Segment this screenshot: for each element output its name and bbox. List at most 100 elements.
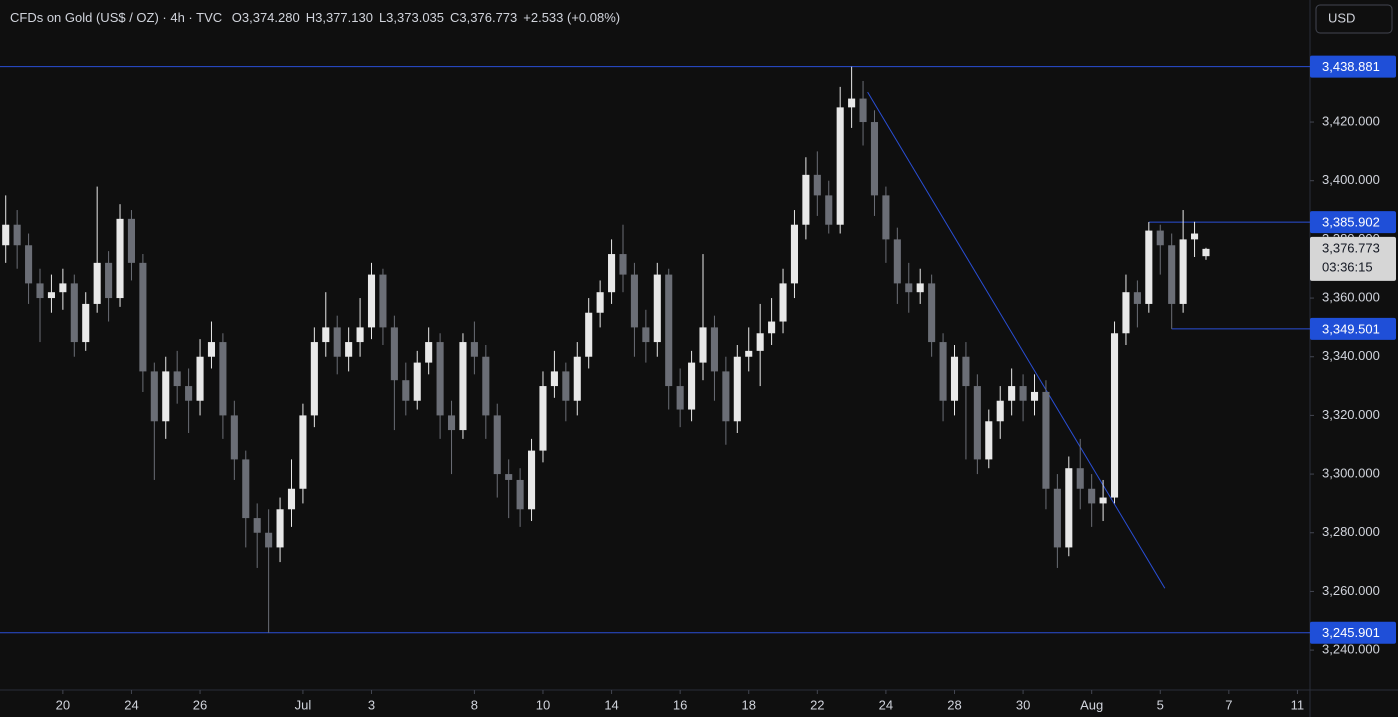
x-tick-label: 18 bbox=[742, 697, 756, 712]
candle-body bbox=[196, 356, 204, 401]
candle-body bbox=[642, 327, 650, 343]
candle-body bbox=[1042, 391, 1050, 489]
candle-body bbox=[710, 327, 718, 372]
candle-body bbox=[870, 122, 879, 196]
candle-body bbox=[253, 518, 261, 533]
ohlc-value: +2.533 (+0.08%) bbox=[523, 10, 621, 25]
candle-body bbox=[859, 98, 867, 123]
candle-body bbox=[1202, 248, 1210, 257]
candle-body bbox=[596, 292, 604, 313]
candle-body bbox=[928, 283, 936, 343]
candle-body bbox=[630, 274, 638, 328]
candle-body bbox=[1156, 230, 1164, 246]
candle-body bbox=[905, 283, 913, 293]
y-tick-label: 3,360.000 bbox=[1322, 289, 1380, 304]
candle-body bbox=[1168, 245, 1176, 304]
x-tick-label: 20 bbox=[56, 697, 70, 712]
candle-body bbox=[207, 342, 216, 357]
currency-label[interactable]: USD bbox=[1328, 10, 1355, 25]
ohlc-value: L3,373.035 bbox=[378, 10, 445, 25]
candle-body bbox=[1179, 239, 1187, 304]
x-tick-label: 24 bbox=[879, 697, 893, 712]
candle-body bbox=[688, 362, 696, 410]
last-price-label: 3,376.773 bbox=[1322, 240, 1380, 255]
candle-body bbox=[1110, 333, 1119, 498]
candle-body bbox=[356, 327, 364, 343]
x-tick-label: 7 bbox=[1225, 697, 1232, 712]
candle-body bbox=[173, 371, 181, 387]
candle-body bbox=[562, 371, 570, 401]
candle-body bbox=[493, 415, 501, 475]
candle-body bbox=[550, 371, 558, 387]
candle-body bbox=[470, 342, 478, 357]
candle-body bbox=[1008, 386, 1016, 401]
candle-body bbox=[425, 342, 433, 363]
candle-body bbox=[539, 386, 547, 451]
candle-body bbox=[1191, 233, 1199, 240]
candle-body bbox=[436, 342, 444, 416]
x-tick-label: 3 bbox=[368, 697, 375, 712]
ohlc-value: H3,377.130 bbox=[305, 10, 373, 25]
candle-body bbox=[413, 362, 421, 401]
level-label: 3,438.881 bbox=[1322, 59, 1380, 74]
level-label: 3,385.902 bbox=[1322, 215, 1380, 230]
y-tick-label: 3,420.000 bbox=[1322, 113, 1380, 128]
candle-body bbox=[13, 224, 21, 246]
candle-body bbox=[825, 195, 833, 225]
currency-button[interactable] bbox=[1315, 4, 1393, 34]
y-tick-label: 3,400.000 bbox=[1322, 172, 1380, 187]
candle-body bbox=[379, 274, 387, 328]
candle-body bbox=[150, 371, 158, 422]
candle-body bbox=[768, 321, 776, 334]
candle-body bbox=[985, 421, 993, 460]
ohlc-value: C3,376.773 bbox=[450, 10, 518, 25]
trend-line bbox=[867, 91, 1166, 589]
y-tick-label: 3,260.000 bbox=[1322, 583, 1380, 598]
candle-body bbox=[276, 509, 284, 548]
level-badge bbox=[1310, 621, 1396, 644]
candle-body bbox=[745, 350, 753, 357]
candle-body bbox=[1019, 386, 1027, 401]
candle-body bbox=[733, 356, 741, 422]
candle-body bbox=[25, 245, 33, 284]
x-tick-label: 8 bbox=[471, 697, 478, 712]
x-tick-label: Aug bbox=[1080, 697, 1103, 712]
ohlc-value: O3,374.280 bbox=[231, 10, 300, 25]
candle-body bbox=[1099, 497, 1107, 504]
candle-body bbox=[699, 327, 707, 363]
y-tick-label: 3,300.000 bbox=[1322, 466, 1380, 481]
candle-body bbox=[230, 415, 238, 460]
candle-body bbox=[722, 371, 730, 422]
candle-body bbox=[813, 174, 821, 196]
candle-body bbox=[962, 356, 970, 387]
candle-body bbox=[299, 415, 307, 489]
candle-body bbox=[447, 415, 456, 431]
candle-body bbox=[950, 356, 959, 401]
candle-body bbox=[1076, 468, 1084, 489]
legend-header: CFDs on Gold (US$ / OZ) · 4h · TVC O3,37… bbox=[10, 10, 626, 25]
candle-body bbox=[608, 254, 616, 293]
level-badge bbox=[1310, 55, 1396, 78]
candle-body bbox=[139, 262, 147, 372]
candle-body bbox=[1053, 488, 1061, 548]
candle-body bbox=[516, 479, 524, 510]
candle-body bbox=[322, 327, 330, 343]
candle-body bbox=[2, 224, 10, 246]
x-tick-label: 30 bbox=[1016, 697, 1030, 712]
candle-body bbox=[573, 356, 581, 401]
x-tick-label: 22 bbox=[810, 697, 824, 712]
candle-body bbox=[916, 283, 924, 293]
candle-body bbox=[939, 342, 947, 401]
candle-body bbox=[47, 292, 55, 299]
x-tick-label: 10 bbox=[536, 697, 550, 712]
level-label: 3,245.901 bbox=[1322, 625, 1380, 640]
candle-body bbox=[93, 262, 101, 304]
x-tick-label: 14 bbox=[604, 697, 618, 712]
level-badge bbox=[1310, 211, 1396, 234]
candle-body bbox=[1065, 468, 1073, 548]
candle-body bbox=[82, 303, 90, 343]
candle-body bbox=[36, 283, 44, 299]
